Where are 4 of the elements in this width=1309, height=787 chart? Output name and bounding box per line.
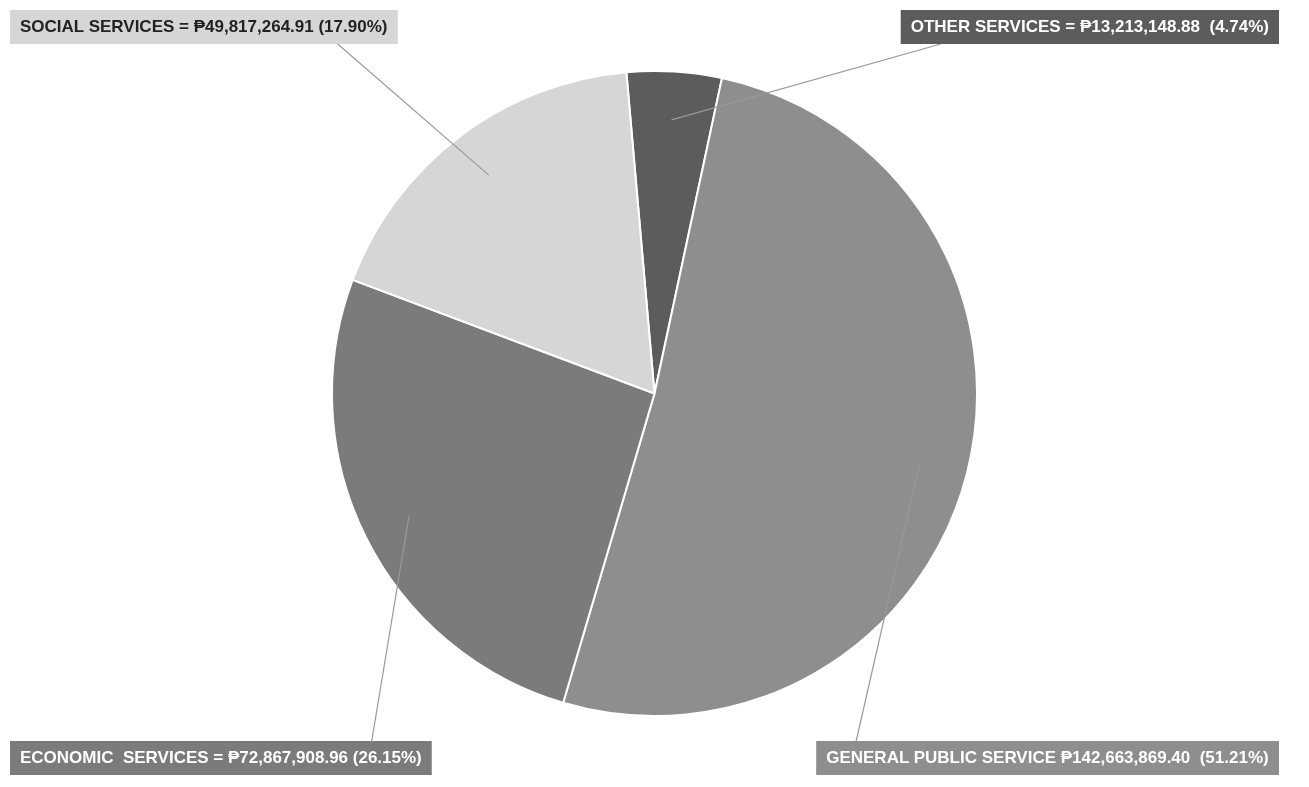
slice-label: SOCIAL SERVICES = ₱49,817,264.91 (17.90%) (20, 16, 388, 36)
slice-label: OTHER SERVICES = ₱13,213,148.88 (4.74%) (910, 16, 1270, 36)
slice-label: ECONOMIC SERVICES = ₱72,867,908.96 (26.15%) (20, 747, 422, 767)
slice-label: GENERAL PUBLIC SERVICE ₱142,663,869.40 (51.21%) (826, 747, 1269, 767)
